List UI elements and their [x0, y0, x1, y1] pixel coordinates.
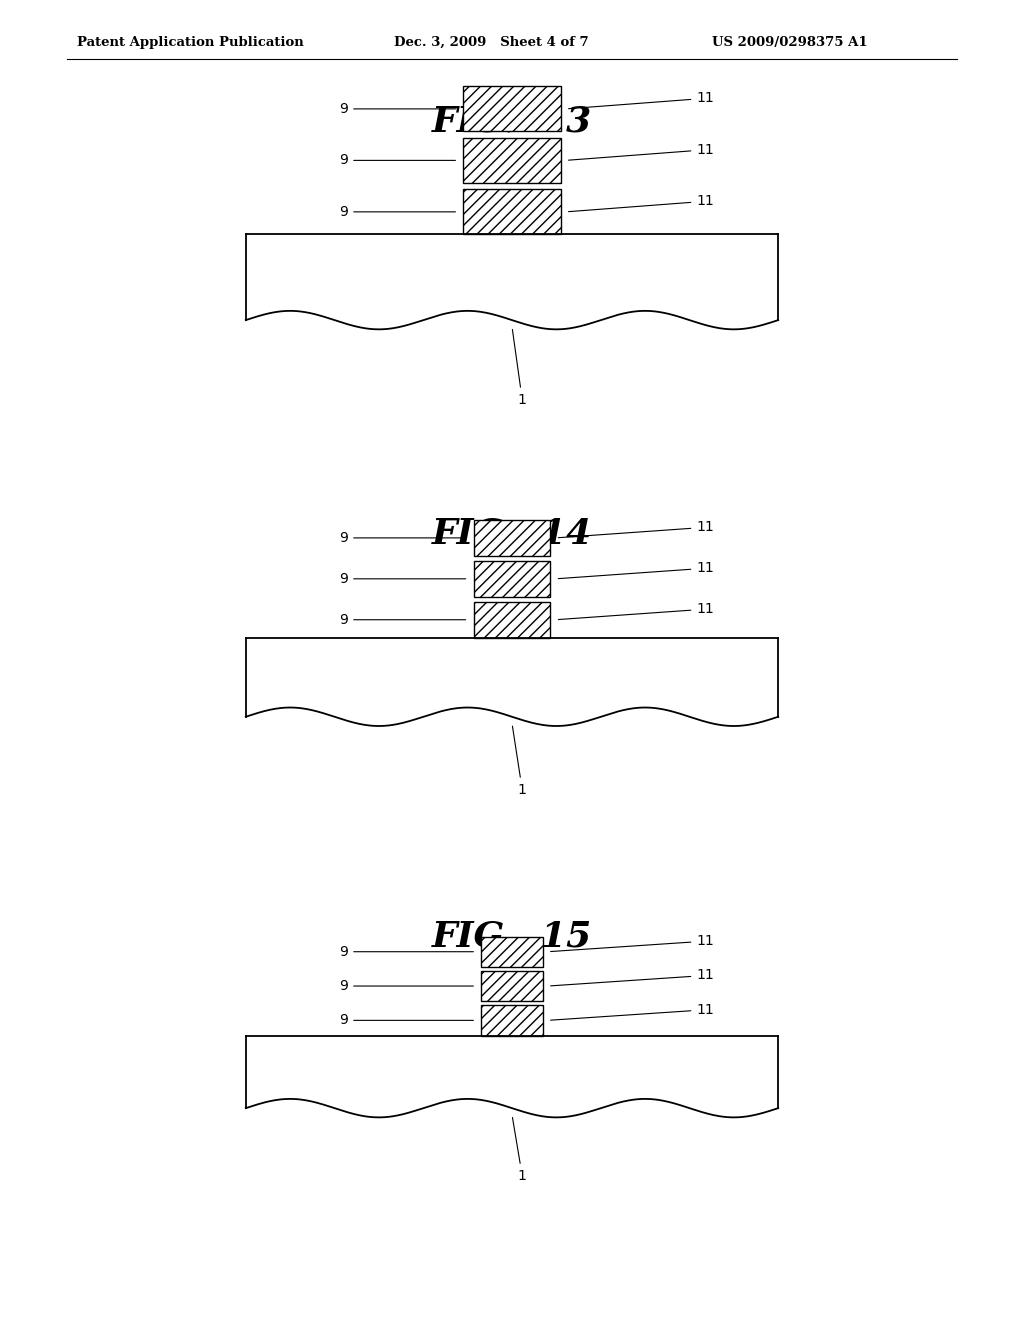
Text: 9: 9: [339, 153, 456, 168]
Bar: [481, 1006, 543, 1035]
Polygon shape: [246, 312, 778, 346]
Text: 11: 11: [568, 91, 714, 108]
Text: 1: 1: [512, 726, 526, 797]
Text: 1: 1: [512, 1118, 526, 1183]
Text: 9: 9: [339, 612, 466, 627]
Bar: [246, 1035, 778, 1109]
Text: 11: 11: [558, 561, 714, 578]
Bar: [473, 520, 551, 556]
Text: 9: 9: [339, 572, 466, 586]
Text: 11: 11: [568, 194, 714, 211]
Bar: [463, 87, 561, 132]
Bar: [246, 638, 778, 717]
Bar: [463, 189, 561, 235]
Bar: [481, 972, 543, 1001]
Polygon shape: [246, 708, 778, 743]
Text: Dec. 3, 2009   Sheet 4 of 7: Dec. 3, 2009 Sheet 4 of 7: [394, 36, 589, 49]
Text: 11: 11: [558, 520, 714, 537]
Text: 11: 11: [558, 602, 714, 619]
Text: US 2009/0298375 A1: US 2009/0298375 A1: [712, 36, 867, 49]
Text: 11: 11: [551, 935, 714, 952]
Text: 11: 11: [568, 143, 714, 160]
Text: FIG.  14: FIG. 14: [432, 516, 592, 550]
Text: 1: 1: [512, 330, 526, 407]
Text: FIG.  13: FIG. 13: [432, 104, 592, 139]
Text: 11: 11: [551, 1003, 714, 1020]
Bar: [473, 602, 551, 638]
Bar: [481, 937, 543, 966]
Text: 9: 9: [339, 979, 473, 993]
Polygon shape: [246, 1100, 778, 1134]
Text: 9: 9: [339, 1014, 473, 1027]
Text: 9: 9: [339, 205, 456, 219]
Text: FIG.  15: FIG. 15: [432, 919, 592, 953]
Text: 9: 9: [339, 102, 456, 116]
Text: 9: 9: [339, 531, 466, 545]
Text: Patent Application Publication: Patent Application Publication: [77, 36, 303, 49]
Bar: [246, 235, 778, 319]
Text: 9: 9: [339, 945, 473, 958]
Bar: [463, 137, 561, 182]
Bar: [473, 561, 551, 597]
Text: 11: 11: [551, 969, 714, 986]
